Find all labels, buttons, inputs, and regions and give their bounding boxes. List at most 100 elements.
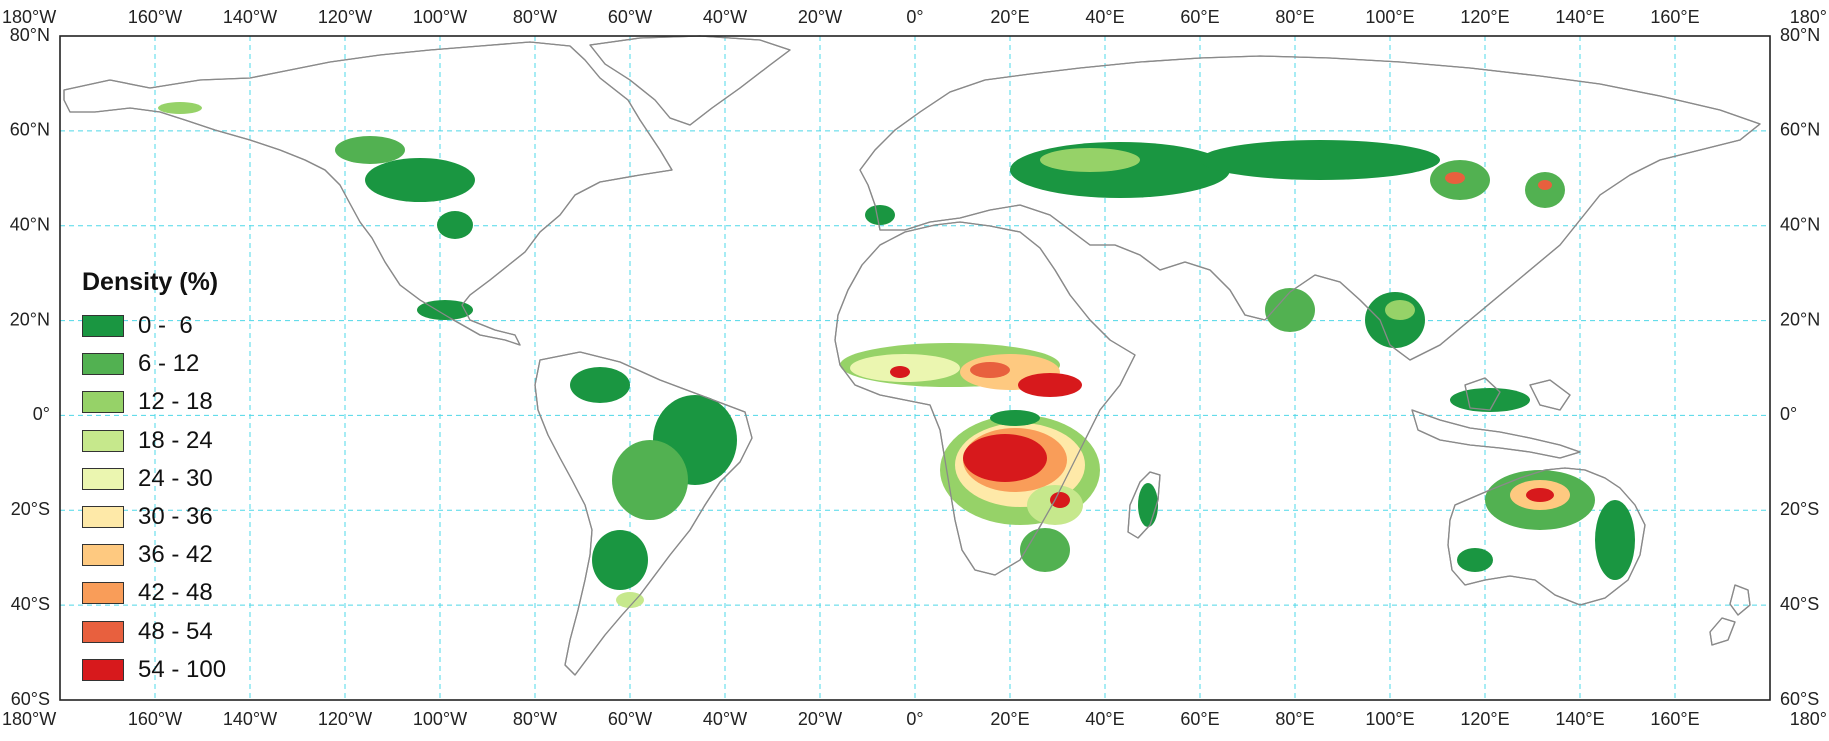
- legend-item: 24 - 30: [82, 460, 252, 498]
- density-patch: [865, 205, 895, 225]
- legend-label: 54 - 100: [138, 655, 227, 683]
- longitude-tick-label: 40°W: [703, 7, 747, 27]
- density-patch: [592, 530, 648, 590]
- legend-label: 36 - 42: [138, 541, 213, 569]
- density-patch: [1526, 488, 1554, 502]
- latitude-labels-right: 80°N 60°N 40°N 20°N 0° 20°S 40°S 60°S: [1780, 25, 1820, 709]
- legend-swatch: [82, 506, 124, 529]
- longitude-labels-bottom: 180°W 160°W 140°W 120°W 100°W 80°W 60°W 40°W 20°…: [2, 709, 1827, 729]
- legend-swatch: [82, 391, 124, 414]
- longitude-tick-label: 160°W: [128, 709, 182, 729]
- coastline-africa: [834, 221, 1136, 576]
- legend-label: 18 - 24: [138, 426, 213, 454]
- density-patch: [365, 158, 475, 202]
- longitude-tick-label: 120°E: [1460, 7, 1509, 27]
- longitude-tick-label: 40°E: [1085, 7, 1124, 27]
- latitude-tick-label: 60°N: [10, 120, 50, 140]
- longitude-tick-label: 120°E: [1460, 709, 1509, 729]
- density-patch: [1450, 388, 1530, 412]
- longitude-tick-label: 40°E: [1085, 709, 1124, 729]
- latitude-tick-label: 0°: [33, 404, 50, 424]
- density-patch: [335, 136, 405, 164]
- latitude-tick-label: 80°N: [1780, 25, 1820, 45]
- legend-swatch: [82, 315, 124, 338]
- legend-label: 48 - 54: [138, 617, 213, 645]
- latitude-tick-label: 60°S: [11, 689, 50, 709]
- longitude-tick-label: 80°E: [1275, 7, 1314, 27]
- longitude-tick-label: 160°W: [128, 7, 182, 27]
- longitude-tick-label: 140°W: [223, 709, 277, 729]
- density-patch: [1385, 300, 1415, 320]
- density-patch: [570, 367, 630, 403]
- longitude-tick-label: 80°W: [513, 709, 557, 729]
- density-patch: [417, 300, 473, 320]
- density-patch: [1457, 548, 1493, 572]
- legend-rows: 0 - 6 6 - 12 12 - 18 18 - 24 24 - 30 30 - 36 3…: [82, 307, 252, 689]
- coastline-greenland: [589, 35, 791, 126]
- longitude-tick-label: 160°E: [1650, 7, 1699, 27]
- legend-label: 6 - 12: [138, 350, 200, 378]
- longitude-tick-label: 100°E: [1365, 7, 1414, 27]
- longitude-tick-label: 140°E: [1555, 709, 1604, 729]
- longitude-tick-label: 0°: [906, 709, 923, 729]
- density-patch: [1445, 172, 1465, 184]
- legend-title: Density (%): [82, 268, 219, 296]
- legend-label: 12 - 18: [138, 388, 213, 416]
- longitude-tick-label: 60°E: [1180, 709, 1219, 729]
- density-patches: [158, 102, 1635, 608]
- legend-item: 48 - 54: [82, 613, 252, 651]
- density-patch: [1365, 292, 1425, 348]
- legend-swatch: [82, 429, 124, 452]
- legend-swatch: [82, 467, 124, 490]
- latitude-tick-label: 20°N: [1780, 309, 1820, 329]
- latitude-tick-label: 60°S: [1780, 689, 1819, 709]
- density-patch: [1010, 142, 1230, 198]
- longitude-tick-label: 180°W: [2, 709, 56, 729]
- longitude-tick-label: 20°E: [990, 7, 1029, 27]
- legend-swatch: [82, 620, 124, 643]
- longitude-tick-label: 120°W: [318, 7, 372, 27]
- longitude-tick-label: 100°W: [413, 709, 467, 729]
- density-patch: [1040, 148, 1140, 172]
- latitude-tick-label: 0°: [1780, 404, 1797, 424]
- legend-swatch: [82, 544, 124, 567]
- legend-label: 0 - 6: [138, 312, 193, 340]
- density-patch: [1265, 288, 1315, 332]
- legend-swatch: [82, 658, 124, 681]
- legend-swatch: [82, 353, 124, 376]
- longitude-tick-label: 80°W: [513, 7, 557, 27]
- density-patch: [1020, 528, 1070, 572]
- longitude-tick-label: 100°W: [413, 7, 467, 27]
- longitude-tick-label: 100°E: [1365, 709, 1414, 729]
- longitude-tick-label: 0°: [906, 7, 923, 27]
- legend-swatch: [82, 582, 124, 605]
- latitude-tick-label: 40°S: [11, 594, 50, 614]
- density-patch: [612, 440, 688, 520]
- latitude-tick-label: 40°S: [1780, 594, 1819, 614]
- legend-item: 0 - 6: [82, 307, 252, 345]
- longitude-tick-label: 60°E: [1180, 7, 1219, 27]
- longitude-tick-label: 60°W: [608, 709, 652, 729]
- legend-item: 6 - 12: [82, 345, 252, 383]
- density-patch: [990, 410, 1040, 426]
- graticule: [60, 36, 1770, 700]
- legend-item: 36 - 42: [82, 536, 252, 574]
- latitude-tick-label: 60°N: [1780, 120, 1820, 140]
- latitude-tick-label: 20°S: [11, 499, 50, 519]
- density-patch: [1050, 492, 1070, 508]
- legend-item: 18 - 24: [82, 422, 252, 460]
- density-patch: [437, 211, 473, 239]
- longitude-tick-label: 120°W: [318, 709, 372, 729]
- longitude-tick-label: 40°W: [703, 709, 747, 729]
- density-patch: [1595, 500, 1635, 580]
- density-patch: [1200, 140, 1440, 180]
- legend-item: 42 - 48: [82, 574, 252, 612]
- density-patch: [1018, 373, 1082, 397]
- longitude-tick-label: 20°E: [990, 709, 1029, 729]
- longitude-tick-label: 140°W: [223, 7, 277, 27]
- longitude-tick-label: 180°: [1790, 709, 1827, 729]
- longitude-tick-label: 180°: [1790, 7, 1827, 27]
- longitude-tick-label: 160°E: [1650, 709, 1699, 729]
- longitude-tick-label: 80°E: [1275, 709, 1314, 729]
